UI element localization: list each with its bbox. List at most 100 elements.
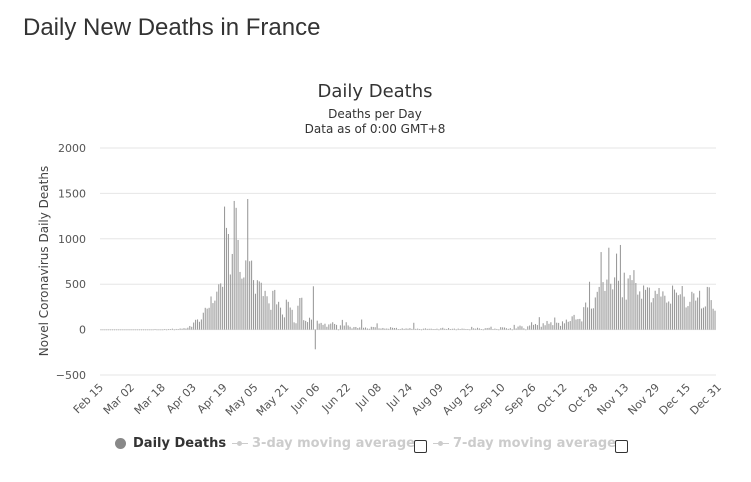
bar xyxy=(295,323,297,330)
bar xyxy=(281,314,284,330)
bar xyxy=(146,329,148,331)
bar xyxy=(276,304,278,330)
bar xyxy=(318,323,320,330)
bar xyxy=(332,322,334,330)
bar xyxy=(266,296,268,330)
bar xyxy=(428,328,430,330)
bar xyxy=(419,328,421,330)
bar xyxy=(490,326,492,330)
bar xyxy=(637,294,639,330)
checkbox-7-day-average[interactable] xyxy=(615,440,628,453)
bar xyxy=(569,321,571,330)
bar xyxy=(700,308,703,330)
bar xyxy=(424,328,426,330)
bar xyxy=(353,327,355,330)
bar xyxy=(260,282,262,330)
bar xyxy=(152,329,154,331)
bar xyxy=(662,291,664,330)
bar xyxy=(280,307,282,330)
bar xyxy=(594,297,596,330)
x-tick-label: Dec 31 xyxy=(687,381,724,418)
bar xyxy=(627,278,629,330)
bar xyxy=(652,298,654,330)
bar xyxy=(140,329,143,331)
bar xyxy=(397,329,399,330)
bar xyxy=(699,290,701,330)
x-tick-label: Oct 28 xyxy=(565,381,600,416)
y-tick-label: 0 xyxy=(79,324,86,337)
bar xyxy=(504,327,506,330)
bar xyxy=(227,233,229,330)
bar xyxy=(600,252,602,330)
bar xyxy=(708,287,710,330)
bar xyxy=(565,319,567,330)
bar xyxy=(596,291,598,330)
checkbox-3-day-average[interactable] xyxy=(414,440,427,453)
bar xyxy=(258,281,260,330)
bar xyxy=(631,280,633,330)
bar xyxy=(189,325,191,330)
bar xyxy=(334,323,336,330)
bar xyxy=(513,324,515,330)
bar xyxy=(693,293,695,330)
bar xyxy=(278,301,280,330)
bar xyxy=(113,329,116,331)
bar xyxy=(337,329,340,331)
bar xyxy=(704,306,706,330)
legend-item-3-day-average[interactable]: 3-day moving average xyxy=(232,436,415,451)
bar xyxy=(644,289,647,330)
bar xyxy=(395,327,397,330)
bar xyxy=(536,325,538,330)
bar xyxy=(606,279,608,330)
legend-item-7-day-average[interactable]: 7-day moving average xyxy=(433,436,616,451)
bar xyxy=(635,283,637,330)
legend-label: Daily Deaths xyxy=(133,436,227,451)
x-tick-label: Feb 15 xyxy=(71,381,106,416)
bar xyxy=(177,329,179,330)
bar xyxy=(256,280,258,330)
bar xyxy=(363,327,365,330)
x-tick-label: Jul 08 xyxy=(352,381,384,413)
bar xyxy=(664,295,666,330)
bar xyxy=(629,275,631,330)
bar xyxy=(370,326,372,330)
bar xyxy=(173,329,175,331)
bar xyxy=(231,253,233,330)
bar xyxy=(405,328,407,330)
bar xyxy=(359,327,361,330)
bar xyxy=(633,270,635,330)
bar xyxy=(372,326,374,330)
bar xyxy=(218,284,220,330)
bar xyxy=(666,302,668,330)
bar xyxy=(162,329,164,331)
bar xyxy=(131,329,133,331)
bar xyxy=(579,318,581,330)
legend-item-daily-deaths[interactable]: Daily Deaths xyxy=(115,436,226,451)
bar xyxy=(345,322,347,330)
bar xyxy=(251,260,253,330)
bar xyxy=(641,298,643,330)
bar xyxy=(220,283,222,330)
x-tick-label: Jun 22 xyxy=(319,381,353,415)
bar xyxy=(507,328,509,330)
bar xyxy=(233,200,235,330)
bar xyxy=(480,329,482,330)
bar xyxy=(388,328,390,330)
bar xyxy=(386,328,388,330)
bar xyxy=(575,319,577,330)
bar xyxy=(289,307,291,330)
x-tick-label: Dec 15 xyxy=(657,381,694,418)
bar xyxy=(465,329,467,330)
bar xyxy=(314,329,316,350)
bar xyxy=(355,326,357,330)
bar xyxy=(689,301,691,330)
bar xyxy=(393,328,396,330)
bar xyxy=(252,280,255,330)
bar xyxy=(158,329,160,331)
bar xyxy=(366,328,368,330)
bar xyxy=(639,291,641,330)
bar xyxy=(475,328,477,330)
bar xyxy=(577,319,579,330)
bar xyxy=(616,253,618,330)
